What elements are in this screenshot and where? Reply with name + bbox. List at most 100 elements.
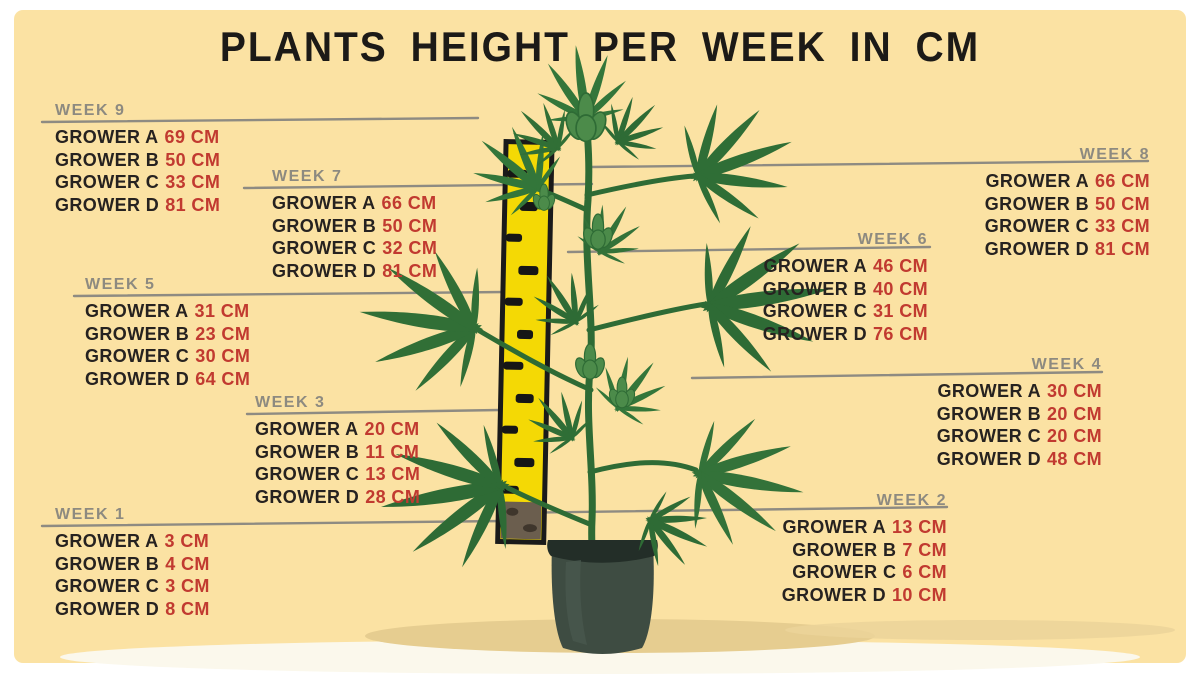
grower-value: 20 CM xyxy=(1046,403,1102,424)
grower-value: 23 CM xyxy=(195,323,251,344)
grower-row: GROWER D 10 CM xyxy=(782,584,947,607)
grower-name: GROWER C xyxy=(85,346,190,366)
grower-name: GROWER B xyxy=(85,323,190,344)
grower-value: 64 CM xyxy=(195,368,251,389)
grower-name: GROWER B xyxy=(55,553,160,574)
grower-row: GROWER C 30 CM xyxy=(85,345,250,368)
cannabis-plant xyxy=(349,39,840,654)
grower-row: GROWER D 48 CM xyxy=(937,448,1102,471)
week-9-label: WEEK 9 xyxy=(55,102,126,119)
grower-name: GROWER A xyxy=(985,171,1089,191)
week-7-callout: WEEK 7 GROWER A 66 CM GROWER B 50 CM GROWE… xyxy=(272,167,437,282)
grower-value: 81 CM xyxy=(382,260,438,281)
grower-value: 50 CM xyxy=(1094,193,1150,214)
grower-value: 13 CM xyxy=(891,517,947,537)
grower-name: GROWER D xyxy=(762,323,867,344)
grower-value: 31 CM xyxy=(194,301,250,321)
grower-value: 3 CM xyxy=(165,576,210,596)
grower-row: GROWER B 23 CM xyxy=(85,323,250,346)
grower-row: GROWER C 13 CM xyxy=(255,463,420,486)
grower-row: GROWER A 30 CM xyxy=(937,380,1102,403)
grower-row: GROWER D 81 CM xyxy=(272,260,437,283)
callout-line-week-9 xyxy=(40,116,480,124)
grower-row: GROWER A 69 CM xyxy=(55,126,220,149)
grower-name: GROWER C xyxy=(55,172,160,192)
grower-value: 32 CM xyxy=(382,238,438,258)
grower-name: GROWER A xyxy=(255,419,359,439)
page-title: PLANTS HEIGHT PER WEEK IN CM xyxy=(219,24,981,71)
grower-row: GROWER B 50 CM xyxy=(985,193,1150,216)
grower-value: 31 CM xyxy=(872,301,928,321)
grower-value: 30 CM xyxy=(195,346,251,366)
pot xyxy=(547,540,658,654)
grower-row: GROWER B 11 CM xyxy=(255,441,420,464)
grower-row: GROWER B 50 CM xyxy=(55,149,220,172)
callout-line-week-4 xyxy=(690,370,1104,380)
grower-value: 50 CM xyxy=(165,149,221,170)
grower-name: GROWER A xyxy=(85,301,189,321)
grower-name: GROWER D xyxy=(272,260,377,281)
grower-name: GROWER D xyxy=(936,448,1041,469)
grower-name: GROWER C xyxy=(55,576,160,596)
grower-row: GROWER D 81 CM xyxy=(55,194,220,217)
plant-branches xyxy=(475,173,709,528)
week-5-callout: WEEK 5 GROWER A 31 CM GROWER B 23 CM GROWE… xyxy=(85,275,250,390)
grower-row: GROWER B 50 CM xyxy=(272,215,437,238)
grower-value: 20 CM xyxy=(1046,426,1102,446)
grower-value: 81 CM xyxy=(1094,238,1150,259)
grower-name: GROWER B xyxy=(792,539,897,560)
grower-row: GROWER B 20 CM xyxy=(937,403,1102,426)
grower-row: GROWER C 31 CM xyxy=(763,300,928,323)
grower-row: GROWER A 31 CM xyxy=(85,300,250,323)
grower-value: 33 CM xyxy=(1094,216,1150,236)
week-3-callout: WEEK 3 GROWER A 20 CM GROWER B 11 CM GROWE… xyxy=(255,393,420,508)
week-9-callout: WEEK 9 GROWER A 69 CM GROWER B 50 CM GROWE… xyxy=(55,101,220,216)
week-6-callout: WEEK 6 GROWER A 46 CM GROWER B 40 CM GROWE… xyxy=(763,230,928,345)
grower-value: 66 CM xyxy=(1094,171,1150,191)
grower-value: 13 CM xyxy=(365,464,421,484)
week-3-label: WEEK 3 xyxy=(255,394,326,411)
grower-value: 33 CM xyxy=(165,172,221,192)
callout-line-week-3 xyxy=(245,408,502,416)
ruler-illustration xyxy=(495,138,555,545)
grower-name: GROWER A xyxy=(763,256,867,276)
grower-row: GROWER D 64 CM xyxy=(85,368,250,391)
grower-row: GROWER A 66 CM xyxy=(272,192,437,215)
grower-value: 50 CM xyxy=(382,215,438,236)
grower-value: 4 CM xyxy=(165,553,210,574)
grower-name: GROWER B xyxy=(255,441,360,462)
grower-name: GROWER A xyxy=(55,127,159,147)
callout-line-week-2 xyxy=(503,505,949,515)
grower-name: GROWER D xyxy=(55,598,160,619)
grower-value: 76 CM xyxy=(872,323,928,344)
grower-value: 11 CM xyxy=(365,441,420,462)
grower-name: GROWER B xyxy=(936,403,1041,424)
grower-value: 81 CM xyxy=(165,194,221,215)
grower-name: GROWER B xyxy=(762,278,867,299)
grower-value: 10 CM xyxy=(891,584,947,605)
grower-name: GROWER A xyxy=(272,193,376,213)
grower-value: 66 CM xyxy=(381,193,437,213)
callout-line-week-5 xyxy=(72,290,508,298)
week-2-label: WEEK 2 xyxy=(876,492,947,509)
grower-row: GROWER C 20 CM xyxy=(937,425,1102,448)
grower-name: GROWER B xyxy=(55,149,160,170)
callout-line-week-1 xyxy=(40,519,508,528)
grower-value: 30 CM xyxy=(1046,381,1102,401)
grower-row: GROWER C 33 CM xyxy=(985,215,1150,238)
grower-name: GROWER A xyxy=(55,531,159,551)
grower-row: GROWER A 46 CM xyxy=(763,255,928,278)
grower-value: 20 CM xyxy=(364,419,420,439)
grower-value: 8 CM xyxy=(165,598,210,619)
grower-value: 7 CM xyxy=(902,539,947,560)
grower-name: GROWER A xyxy=(782,517,886,537)
week-7-label: WEEK 7 xyxy=(272,168,343,185)
week-1-label: WEEK 1 xyxy=(55,506,126,523)
grower-row: GROWER B 40 CM xyxy=(763,278,928,301)
grower-row: GROWER D 76 CM xyxy=(763,323,928,346)
